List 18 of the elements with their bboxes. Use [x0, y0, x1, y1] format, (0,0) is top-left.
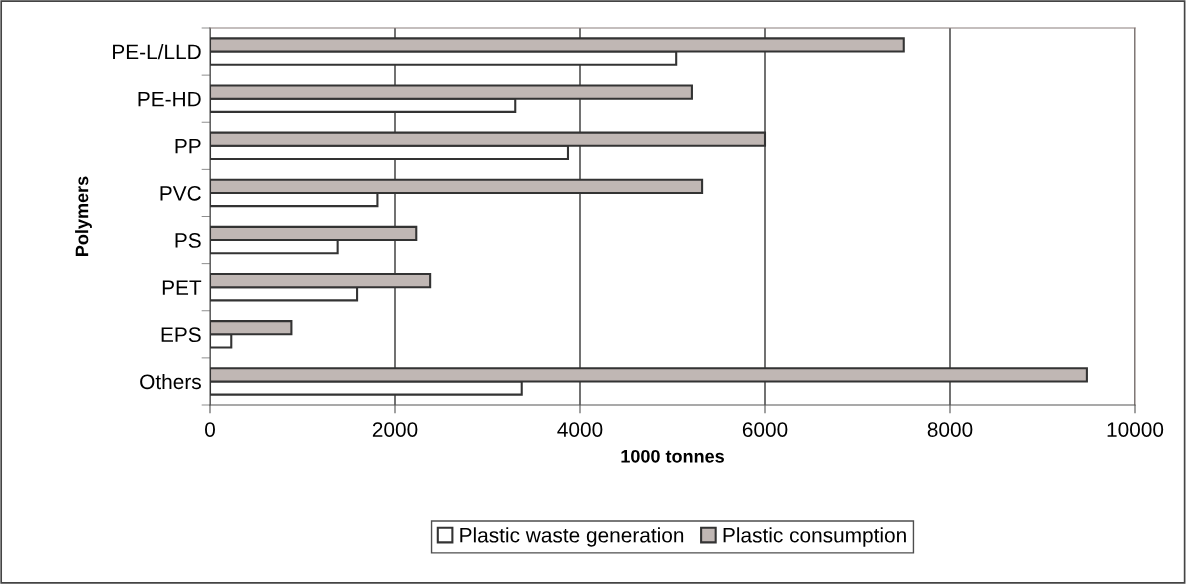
- x-tick-label: 8000: [927, 422, 973, 437]
- y-tick-label: PVC: [160, 185, 201, 201]
- x-tick-label: 10000: [1107, 422, 1164, 437]
- legend-label: Plastic waste generation: [460, 527, 684, 547]
- y-tick-label: PS: [175, 233, 201, 248]
- x-tick-label: 6000: [742, 422, 788, 437]
- y-tick-label: EPS: [161, 327, 201, 343]
- x-tick-label: 0: [205, 422, 215, 437]
- y-tick-label: PP: [175, 139, 201, 154]
- y-tick-label: PET: [162, 280, 202, 295]
- y-axis-title: Polymers: [75, 176, 92, 256]
- y-tick-label: Others: [140, 373, 201, 390]
- x-axis-title: 1000 tonnes: [621, 449, 724, 463]
- legend-label: Plastic consumption: [723, 527, 906, 547]
- y-tick-label: PE-L/LLD: [113, 44, 201, 60]
- x-tick-label: 2000: [372, 422, 418, 437]
- x-tick-label: 4000: [557, 422, 603, 437]
- y-tick-label: PE-HD: [138, 91, 201, 107]
